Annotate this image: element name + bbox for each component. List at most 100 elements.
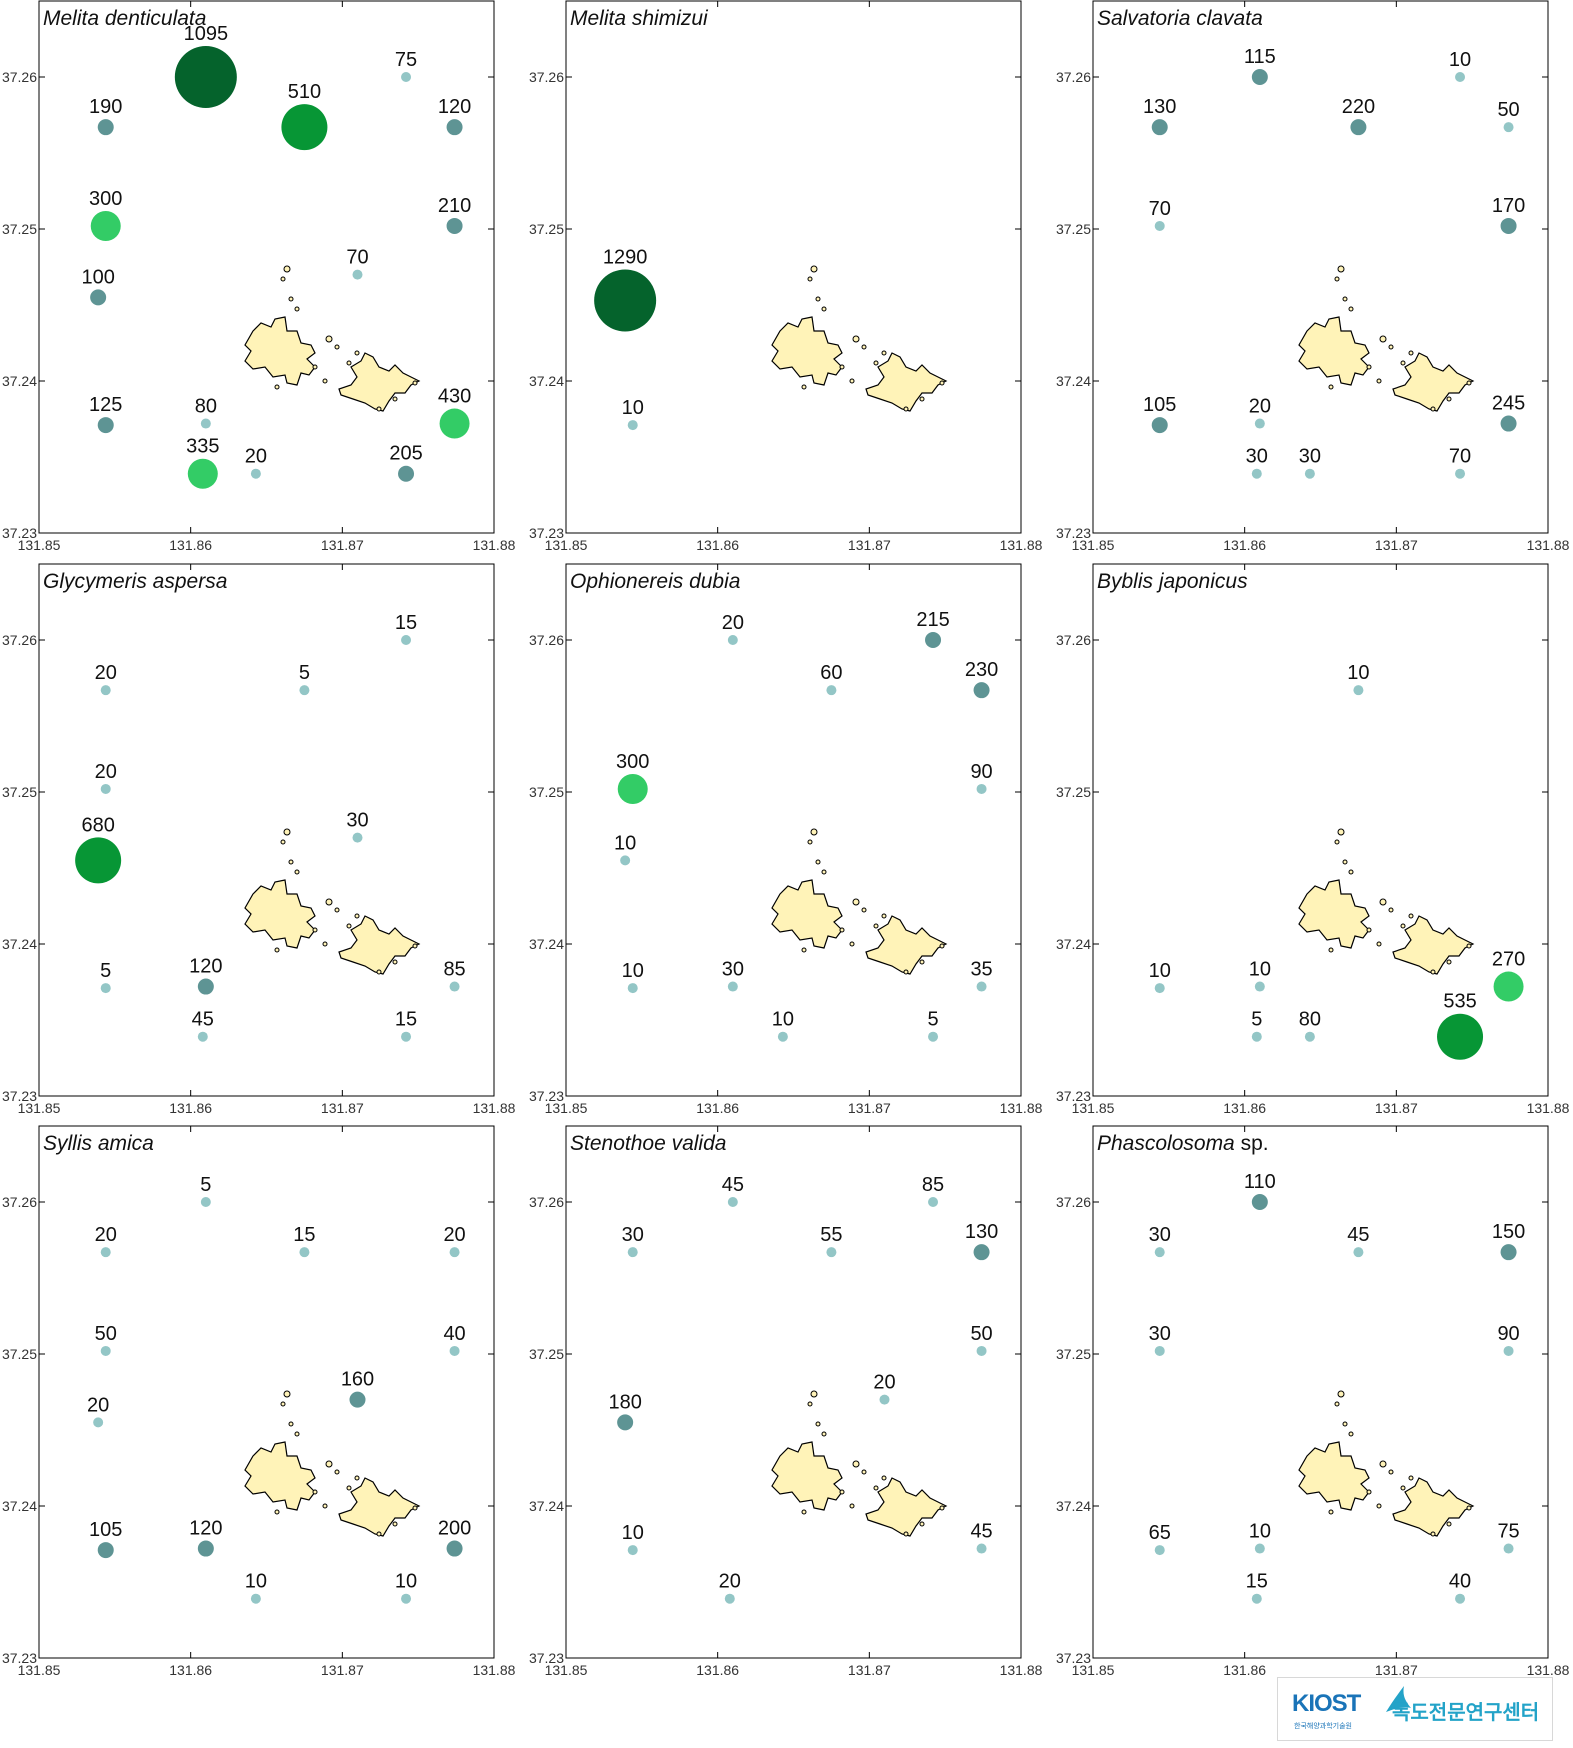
y-tick-label: 37.25 — [2, 784, 37, 800]
data-label: 20 — [443, 1224, 465, 1246]
x-tick-label: 131.88 — [1000, 1100, 1043, 1116]
islet — [815, 296, 821, 302]
islet — [1400, 923, 1406, 929]
islet — [1379, 1460, 1387, 1468]
data-label: 120 — [438, 96, 471, 118]
plot-frame — [38, 1125, 495, 1659]
islet — [881, 913, 887, 919]
data-label: 180 — [608, 1391, 641, 1413]
data-label: 510 — [288, 81, 321, 103]
east-island — [338, 915, 421, 975]
kiost-logo: KIOST 독도전문연구센터 한국해양과학기술원 — [1277, 1677, 1553, 1741]
x-tick-label: 131.88 — [1000, 537, 1043, 553]
y-tick-label: 37.23 — [1056, 1650, 1091, 1666]
islet — [919, 396, 925, 402]
islet — [939, 1505, 945, 1511]
islet — [1408, 913, 1414, 919]
data-point — [174, 46, 237, 108]
data-point — [1154, 983, 1165, 994]
data-label: 200 — [438, 1518, 471, 1540]
x-tick-label: 131.85 — [545, 1662, 588, 1678]
chart-panel: 131.85 131.86 131.87 131.88 37.23 37.24 37.25 3… — [1056, 1125, 1570, 1678]
islet — [1334, 1401, 1340, 1407]
data-label: 115 — [1244, 46, 1276, 68]
data-point — [1251, 468, 1262, 479]
islet — [312, 1489, 318, 1495]
x-tick-label: 131.88 — [473, 1662, 516, 1678]
data-point — [1154, 1345, 1165, 1356]
islet — [1430, 406, 1436, 412]
data-point — [826, 1247, 837, 1258]
species-name: Syllis amica — [43, 1132, 154, 1155]
data-point — [449, 981, 460, 992]
x-tick-label: 131.85 — [1072, 1662, 1115, 1678]
islet — [1466, 943, 1472, 949]
islet — [322, 941, 328, 947]
islet — [1376, 941, 1382, 947]
data-point — [97, 417, 114, 434]
x-tick-label: 131.85 — [18, 1662, 61, 1678]
data-point — [1500, 217, 1517, 234]
islet — [852, 898, 860, 906]
data-label: 30 — [1299, 446, 1321, 468]
y-tick-label: 37.26 — [529, 69, 564, 85]
data-point — [1503, 1543, 1514, 1554]
data-label: 20 — [722, 612, 744, 634]
islet — [283, 1390, 291, 1398]
data-point — [352, 832, 363, 843]
islet — [1348, 306, 1354, 312]
island-map — [771, 1390, 948, 1537]
data-point — [1437, 1013, 1484, 1060]
islet — [1430, 1531, 1436, 1537]
islet — [839, 1489, 845, 1495]
islet — [294, 869, 300, 875]
islet — [1337, 1390, 1345, 1398]
data-label: 80 — [1299, 1009, 1321, 1031]
islet — [412, 1505, 418, 1511]
x-tick-label: 131.85 — [18, 537, 61, 553]
data-label: 70 — [346, 247, 368, 269]
data-label: 270 — [1492, 949, 1525, 971]
data-point — [1353, 1247, 1364, 1258]
data-point — [973, 682, 990, 699]
data-label: 215 — [916, 609, 949, 631]
west-island — [771, 879, 843, 949]
islet — [1408, 1475, 1414, 1481]
data-label: 75 — [1497, 1521, 1519, 1543]
islet — [1430, 969, 1436, 975]
x-tick-label: 131.87 — [1375, 1100, 1418, 1116]
y-tick-label: 37.25 — [2, 1346, 37, 1362]
islet — [334, 1469, 340, 1475]
west-island — [771, 316, 843, 386]
logo-name: KIOST — [1292, 1690, 1361, 1717]
data-label: 1095 — [184, 23, 229, 45]
data-point — [727, 981, 738, 992]
species-name: Glycymeris aspersa — [43, 570, 227, 593]
islet — [821, 306, 827, 312]
islet — [1342, 859, 1348, 865]
chart-panel: 131.85 131.86 131.87 131.88 37.23 37.24 37.25 3… — [1056, 0, 1570, 553]
x-tick-label: 131.87 — [321, 1100, 364, 1116]
data-point — [352, 269, 363, 280]
islet — [346, 360, 352, 366]
data-label: 15 — [395, 1009, 417, 1031]
data-point — [446, 119, 463, 136]
islet — [881, 350, 887, 356]
data-label: 45 — [1347, 1224, 1369, 1246]
data-label: 60 — [820, 662, 842, 684]
islet — [322, 1503, 328, 1509]
data-point — [197, 1540, 214, 1557]
y-tick-label: 37.23 — [2, 1088, 37, 1104]
y-tick-label: 37.23 — [529, 1088, 564, 1104]
x-tick-label: 131.88 — [1000, 1662, 1043, 1678]
plot-frame — [565, 1125, 1022, 1659]
west-island — [1298, 879, 1370, 949]
islet — [810, 828, 818, 836]
data-point — [1493, 971, 1524, 1002]
islet — [821, 869, 827, 875]
islet — [392, 396, 398, 402]
x-tick-label: 131.87 — [848, 537, 891, 553]
data-label: 680 — [81, 814, 114, 836]
data-label: 20 — [719, 1571, 741, 1593]
islet — [1342, 1421, 1348, 1427]
